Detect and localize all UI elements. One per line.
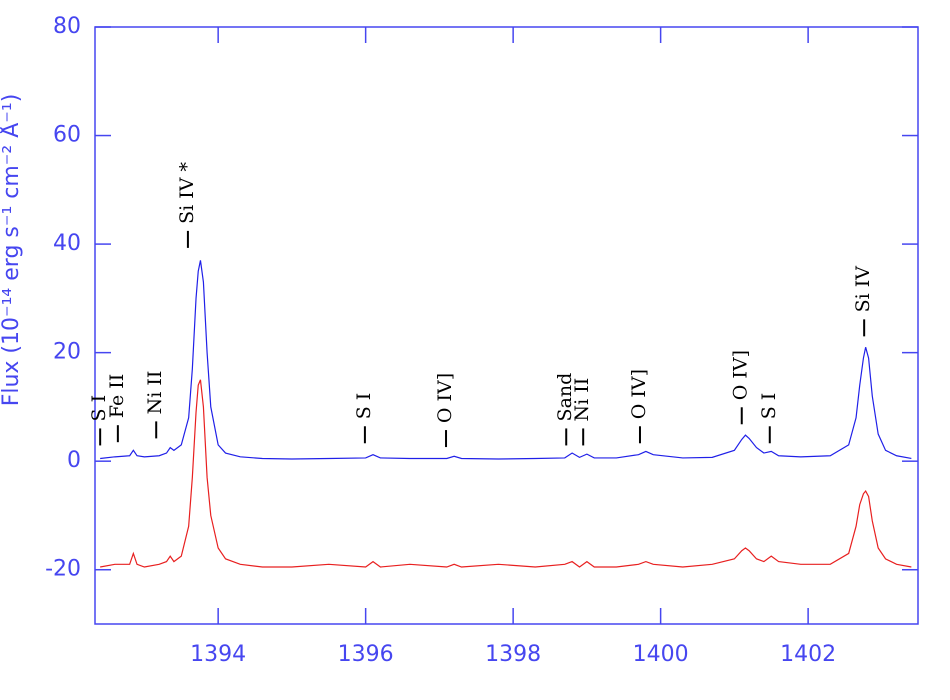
spectrum-line (100, 379, 912, 568)
y-axis-label: Flux (10⁻¹⁴ erg s⁻¹ cm⁻² Å⁻¹) (0, 94, 24, 407)
y-tick-label: 40 (53, 231, 81, 256)
line-id-label: Si IV * (176, 161, 198, 223)
x-tick-label: 1400 (633, 642, 689, 667)
line-id-label: Sand (554, 373, 576, 422)
x-tick-label: 1396 (338, 642, 394, 667)
x-tick-label: 1394 (190, 642, 246, 667)
line-id-label: O IV] (628, 369, 650, 419)
line-id-label: S I (353, 393, 375, 420)
line-id-label: S I (758, 393, 780, 420)
line-id-label: Si IV (852, 266, 874, 313)
x-tick-label: 1402 (780, 642, 836, 667)
y-tick-label: 20 (53, 340, 81, 365)
y-tick-label: -20 (45, 557, 81, 582)
spectrum-line (100, 260, 912, 460)
line-id-label: Ni II (144, 371, 166, 415)
plot-frame (94, 26, 919, 625)
y-tick-label: 0 (67, 448, 81, 473)
x-tick-label: 1398 (485, 642, 541, 667)
y-tick-label: 60 (53, 123, 81, 148)
line-id-label: O IV] (434, 373, 456, 423)
line-id-label: Fe II (106, 374, 128, 418)
line-id-label: S I (88, 395, 110, 422)
y-tick-label: 80 (53, 14, 81, 39)
line-id-label: O IV] (730, 350, 752, 400)
line-id-label: Ni II (571, 378, 593, 422)
